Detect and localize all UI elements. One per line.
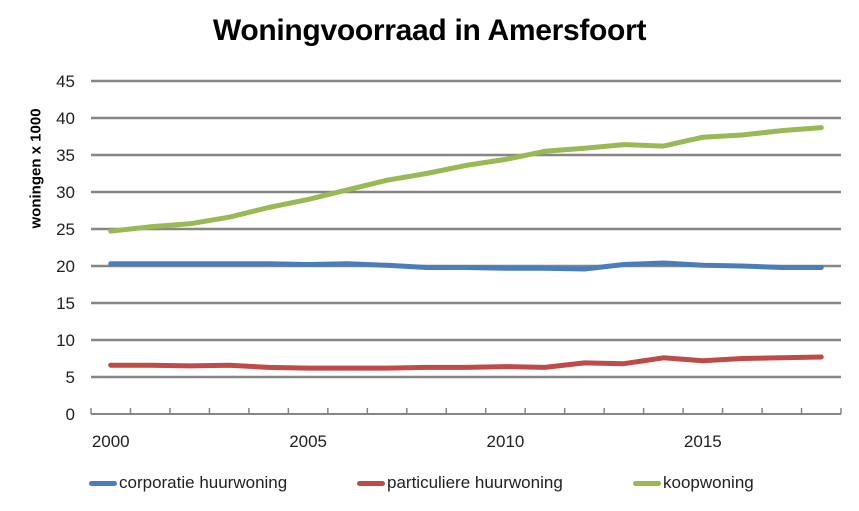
series-line-particuliere-huurwoning: [108, 354, 824, 371]
x-tick-label: 2015: [684, 432, 722, 451]
legend-item-koopwoning[interactable]: koopwoning: [633, 473, 754, 493]
y-axis-ticks: 0 5 10 15 20 25 30 35 40 45: [56, 72, 75, 424]
y-tick-label: 25: [56, 220, 75, 239]
y-tick-label: 15: [56, 294, 75, 313]
y-tick-label: 0: [66, 405, 75, 424]
y-tick-label: 10: [56, 331, 75, 350]
legend-label: particuliere huurwoning: [387, 473, 563, 492]
x-tick-label: 2010: [487, 432, 525, 451]
x-tick-label: 2005: [289, 432, 327, 451]
y-tick-label: 5: [66, 368, 75, 387]
series-lines: [108, 125, 824, 371]
legend: corporatie huurwoning particuliere huurw…: [0, 473, 859, 501]
y-tick-label: 20: [56, 257, 75, 276]
legend-item-corporatie[interactable]: corporatie huurwoning: [89, 473, 287, 493]
chart-title: Woningvoorraad in Amersfoort: [212, 14, 647, 47]
x-tick-label: 2000: [92, 432, 130, 451]
legend-swatch-blue: [89, 480, 117, 486]
line-chart: 0 5 10 15 20 25 30 35 40 45 2000 2005 2010 2015: [56, 72, 842, 451]
legend-swatch-green: [633, 480, 661, 486]
series-line-corporatie-huurwoning: [108, 260, 824, 272]
legend-label: koopwoning: [663, 473, 754, 492]
gridlines: [91, 79, 841, 379]
y-tick-label: 45: [56, 72, 75, 91]
x-axis: 2000 2005 2010 2015: [90, 408, 842, 451]
legend-item-particuliere[interactable]: particuliere huurwoning: [357, 473, 563, 493]
y-tick-label: 35: [56, 146, 75, 165]
y-tick-label: 40: [56, 109, 75, 128]
legend-label: corporatie huurwoning: [119, 473, 288, 492]
legend-swatch-red: [357, 480, 385, 486]
series-line-koopwoning: [108, 125, 824, 234]
y-tick-label: 30: [56, 183, 75, 202]
